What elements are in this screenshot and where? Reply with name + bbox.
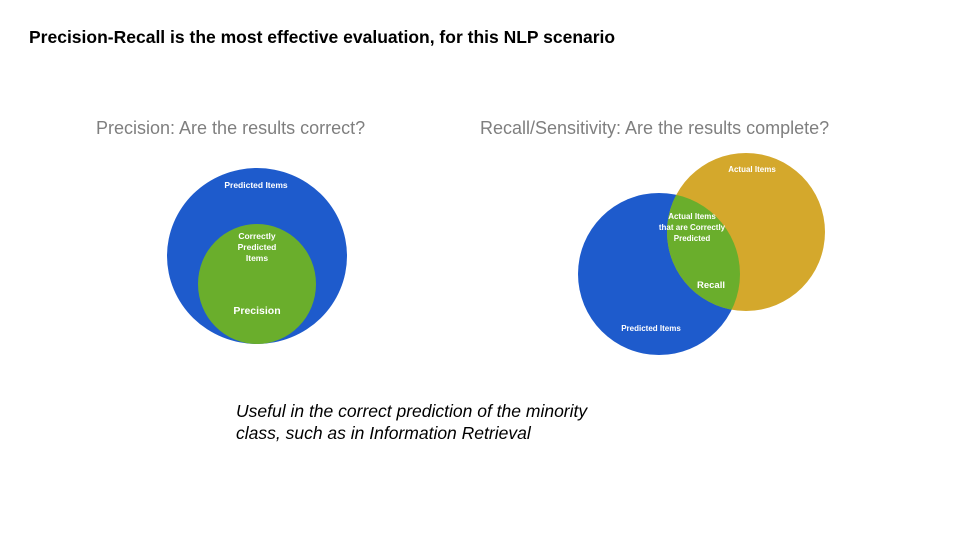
predicted-items-label: Predicted Items: [224, 180, 288, 190]
actual-items-label: Actual Items: [728, 165, 776, 174]
correctly-predicted-label-line-1: Correctly: [238, 231, 276, 241]
overlap-label-line-3: Predicted: [674, 234, 711, 243]
note-line-2: class, such as in Information Retrieval: [236, 423, 531, 443]
correctly-predicted-label-line-3: Items: [246, 253, 268, 263]
recall-label: Recall: [697, 280, 725, 291]
correctly-predicted-label-line-2: Predicted: [238, 242, 277, 252]
slide-title: Precision-Recall is the most effective e…: [29, 27, 616, 47]
predicted-items-label: Predicted Items: [621, 324, 681, 333]
note-line-1: Useful in the correct prediction of the …: [236, 401, 588, 421]
overlap-label-line-1: Actual Items: [668, 212, 716, 221]
recall-diagram: Actual Items Actual Items that are Corre…: [578, 153, 825, 355]
correctly-predicted-circle: [198, 224, 316, 344]
precision-diagram: Predicted Items Correctly Predicted Item…: [167, 168, 347, 344]
recall-heading: Recall/Sensitivity: Are the results comp…: [480, 118, 830, 138]
precision-heading: Precision: Are the results correct?: [96, 118, 366, 138]
note-text: Useful in the correct prediction of the …: [236, 400, 676, 444]
overlap-region: [667, 193, 740, 311]
precision-label: Precision: [233, 305, 280, 317]
overlap-label-line-2: that are Correctly: [659, 223, 726, 232]
